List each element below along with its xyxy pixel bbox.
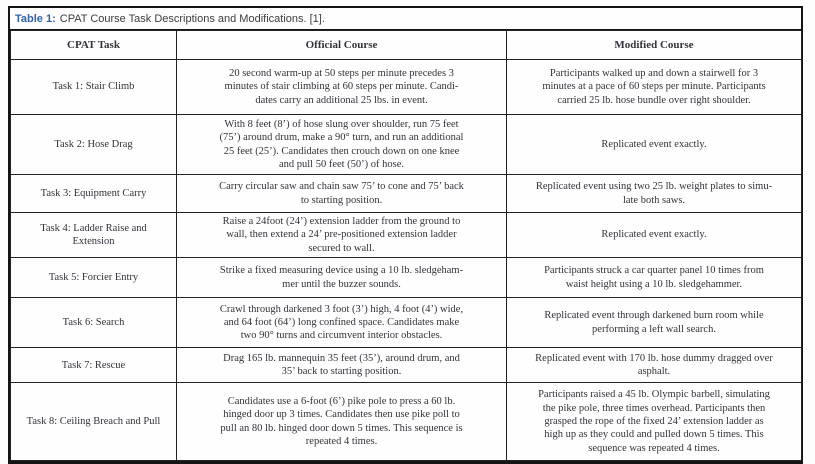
table-row: Task 7: Rescue Drag 165 lb. mannequin 35 …	[10, 347, 802, 384]
table-row: Task 6: Search Crawl through darkened 3 f…	[10, 297, 802, 349]
table-body: Task 1: Stair Climb 20 second warm-up at …	[10, 59, 802, 462]
task-cell: Task 3: Equipment Carry	[10, 174, 177, 213]
official-course-cell: Candidates use a 6-foot (6’) pike pole t…	[176, 382, 507, 462]
official-course-cell: With 8 feet (8’) of hose slung over shou…	[176, 114, 507, 175]
task-cell: Task 5: Forcier Entry	[10, 257, 177, 299]
table-row: Task 4: Ladder Raise and Extension Raise …	[10, 211, 802, 259]
table-title-text: CPAT Course Task Descriptions and Modifi…	[59, 13, 325, 25]
cpat-table: CPAT Task Official Course Modified Cours…	[10, 30, 802, 462]
table-row: Task 5: Forcier Entry Strike a fixed meas…	[10, 257, 802, 299]
official-course-cell: 20 second warm-up at 50 steps per minute…	[176, 59, 507, 115]
modified-course-cell: Participants walked up and down a stairw…	[506, 59, 802, 115]
table-header-row: CPAT Task Official Course Modified Cours…	[10, 30, 802, 60]
official-course-cell: Strike a fixed measuring device using a …	[176, 257, 507, 299]
table-title-label: Table 1:	[15, 13, 56, 25]
task-cell: Task 1: Stair Climb	[10, 59, 177, 115]
column-header-cpat-task: CPAT Task	[10, 30, 177, 60]
cpat-table-container: Table 1: CPAT Course Task Descriptions an…	[8, 6, 803, 464]
modified-course-cell: Replicated event with 170 lb. hose dummy…	[506, 347, 802, 384]
task-cell: Task 7: Rescue	[10, 347, 177, 384]
task-cell: Task 2: Hose Drag	[10, 114, 177, 175]
modified-course-cell: Participants struck a car quarter panel …	[506, 257, 802, 299]
official-course-cell: Raise a 24foot (24’) extension ladder fr…	[176, 211, 507, 259]
table-title: Table 1: CPAT Course Task Descriptions an…	[10, 8, 801, 30]
official-course-cell: Crawl through darkened 3 foot (3’) high,…	[176, 297, 507, 349]
official-course-cell: Carry circular saw and chain saw 75’ to …	[176, 174, 507, 213]
modified-course-cell: Replicated event using two 25 lb. weight…	[506, 174, 802, 213]
task-cell: Task 8: Ceiling Breach and Pull	[10, 382, 177, 462]
task-cell: Task 6: Search	[10, 297, 177, 349]
modified-course-cell: Replicated event exactly.	[506, 114, 802, 175]
column-header-official-course: Official Course	[176, 30, 507, 60]
table-row: Task 2: Hose Drag With 8 feet (8’) of hos…	[10, 114, 802, 175]
modified-course-cell: Replicated event exactly.	[506, 211, 802, 259]
task-cell: Task 4: Ladder Raise and Extension	[10, 211, 177, 259]
table-row: Task 8: Ceiling Breach and Pull Candidate…	[10, 382, 802, 462]
column-header-modified-course: Modified Course	[506, 30, 802, 60]
table-row: Task 3: Equipment Carry Carry circular sa…	[10, 174, 802, 213]
modified-course-cell: Replicated event through darkened burn r…	[506, 297, 802, 349]
modified-course-cell: Participants raised a 45 lb. Olympic bar…	[506, 382, 802, 462]
table-row: Task 1: Stair Climb 20 second warm-up at …	[10, 59, 802, 115]
official-course-cell: Drag 165 lb. mannequin 35 feet (35’), ar…	[176, 347, 507, 384]
